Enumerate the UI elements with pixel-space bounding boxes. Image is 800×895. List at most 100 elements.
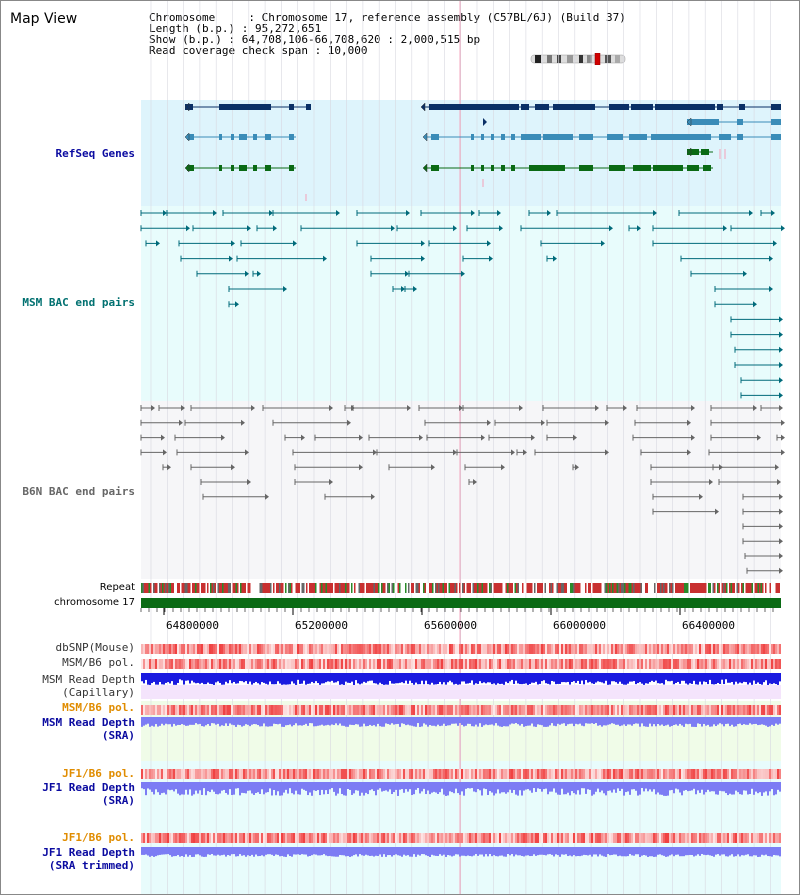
- repeat-mark: [363, 583, 365, 593]
- chromosome-ideogram[interactable]: [529, 53, 629, 65]
- repeat-mark: [147, 583, 149, 593]
- repeat-mark: [451, 583, 453, 593]
- gene-exon: [655, 104, 715, 110]
- msm-depth-sra-bar: [459, 717, 461, 724]
- msm-b6-pol2-mark: [271, 705, 273, 715]
- msm-b6-pol2-mark: [651, 705, 653, 715]
- jf1-b6-pol-mark: [147, 769, 149, 779]
- jf1-b6-pol2-mark: [301, 833, 303, 843]
- repeat-mark: [444, 583, 446, 593]
- msm-b6-pol-mark: [231, 659, 233, 669]
- jf1-depth-trim-bar: [523, 847, 525, 857]
- repeat-mark: [234, 583, 236, 593]
- label-jf1-depth-sra[interactable]: JF1 Read Depth (SRA): [42, 781, 135, 807]
- jf1-b6-pol2-mark: [511, 833, 513, 843]
- msm-depth-sra-bar: [349, 717, 351, 725]
- msm-depth-sra-bar: [273, 717, 275, 724]
- jf1-b6-pol2-mark: [429, 833, 431, 843]
- msm-depth-cap-bar: [687, 673, 689, 681]
- jf1-depth-trim-bar: [237, 847, 239, 857]
- msm-bac-arrow: [293, 240, 297, 247]
- repeat-mark: [414, 583, 416, 593]
- repeat-mark: [670, 583, 672, 593]
- msm-depth-cap-bar: [679, 673, 681, 684]
- label-repeat[interactable]: Repeat: [99, 582, 135, 593]
- label-jf1-b6-pol-2[interactable]: JF1/B6 pol.: [62, 831, 135, 844]
- msm-b6-pol2-mark: [665, 705, 667, 715]
- jf1-depth-trim-bar: [621, 847, 623, 857]
- jf1-depth-trim-bar: [305, 847, 307, 855]
- msm-b6-pol-mark: [747, 659, 749, 669]
- msm-b6-pol-mark: [421, 659, 423, 669]
- msm-b6-pol2-mark: [245, 705, 247, 715]
- jf1-b6-pol-mark: [427, 769, 429, 779]
- jf1-depth-trim-bar: [599, 847, 601, 855]
- jf1-depth-sra-bar: [539, 782, 541, 789]
- msm-bac-arrow: [413, 286, 417, 292]
- jf1-b6-pol-mark: [755, 769, 757, 779]
- msm-depth-sra-bar: [455, 717, 457, 724]
- dbsnp-mark: [689, 644, 691, 654]
- jf1-b6-pol2-mark: [663, 833, 665, 843]
- msm-b6-pol2-mark: [439, 705, 441, 715]
- msm-b6-pol2-mark: [547, 705, 549, 715]
- msm-depth-cap-bar: [195, 673, 197, 683]
- msm-depth-sra-bar: [645, 717, 647, 727]
- label-jf1-b6-pol[interactable]: JF1/B6 pol.: [62, 767, 135, 780]
- label-msm-bac[interactable]: MSM BAC end pairs: [22, 296, 135, 309]
- msm-depth-cap-bar: [735, 673, 737, 682]
- label-jf1-depth-trimmed[interactable]: JF1 Read Depth (SRA trimmed): [42, 846, 135, 872]
- msm-b6-pol-mark: [151, 659, 153, 669]
- jf1-b6-pol-mark: [245, 769, 247, 779]
- label-dbsnp[interactable]: dbSNP(Mouse): [55, 641, 135, 654]
- msm-bac-arrow: [421, 255, 425, 262]
- msm-b6-pol2-mark: [315, 705, 317, 715]
- repeat-mark: [481, 583, 483, 593]
- jf1-b6-pol-mark: [649, 769, 651, 779]
- label-msm-depth-capillary[interactable]: MSM Read Depth (Capillary): [42, 673, 135, 699]
- jf1-b6-pol-mark: [295, 769, 297, 779]
- repeat-mark: [370, 583, 372, 593]
- jf1-depth-sra-bar: [703, 782, 705, 795]
- jf1-depth-sra-bar: [261, 782, 263, 790]
- label-refseq-genes[interactable]: RefSeq Genes: [55, 147, 135, 160]
- msm-b6-pol-mark: [233, 659, 235, 669]
- msm-b6-pol2-mark: [533, 705, 535, 715]
- msm-b6-pol-mark: [627, 659, 629, 669]
- repeat-mark: [558, 583, 560, 593]
- label-msm-b6-pol[interactable]: MSM/B6 pol.: [62, 656, 135, 669]
- jf1-depth-sra-bar: [427, 782, 429, 791]
- msm-b6-pol2-mark: [539, 705, 541, 715]
- repeat-mark: [343, 583, 345, 593]
- b6n-bac-arrow: [231, 464, 235, 471]
- label-msm-depth-sra[interactable]: MSM Read Depth (SRA): [42, 716, 135, 742]
- dbsnp-mark: [681, 644, 683, 654]
- repeat-mark: [597, 583, 599, 593]
- msm-depth-cap-bar: [673, 673, 675, 685]
- jf1-b6-pol-mark: [737, 769, 739, 779]
- jf1-depth-trim-bar: [639, 847, 641, 857]
- repeat-mark: [390, 583, 392, 593]
- label-b6n-bac[interactable]: B6N BAC end pairs: [22, 485, 135, 498]
- repeat-mark: [663, 583, 665, 593]
- msm-b6-pol-mark: [767, 659, 769, 669]
- msm-b6-pol2-mark: [639, 705, 641, 715]
- msm-depth-cap-bar: [303, 673, 305, 681]
- msm-depth-cap-bar: [695, 673, 697, 680]
- jf1-b6-pol-mark: [563, 769, 565, 779]
- msm-depth-cap-bar: [763, 673, 765, 682]
- msm-b6-pol-mark: [181, 659, 183, 669]
- repeat-mark: [396, 583, 398, 593]
- msm-depth-cap-bar: [399, 673, 401, 683]
- jf1-b6-pol2-mark: [635, 833, 637, 843]
- msm-b6-pol-mark: [677, 659, 679, 669]
- jf1-b6-pol-mark: [635, 769, 637, 779]
- dbsnp-mark: [217, 644, 219, 654]
- jf1-b6-pol-mark: [197, 769, 199, 779]
- label-msm-b6-pol-2[interactable]: MSM/B6 pol.: [62, 701, 135, 714]
- msm-depth-sra-bar: [591, 717, 593, 724]
- msm-depth-sra-bar: [397, 717, 399, 724]
- msm-b6-pol-mark: [315, 659, 317, 669]
- jf1-depth-sra-bar: [491, 782, 493, 793]
